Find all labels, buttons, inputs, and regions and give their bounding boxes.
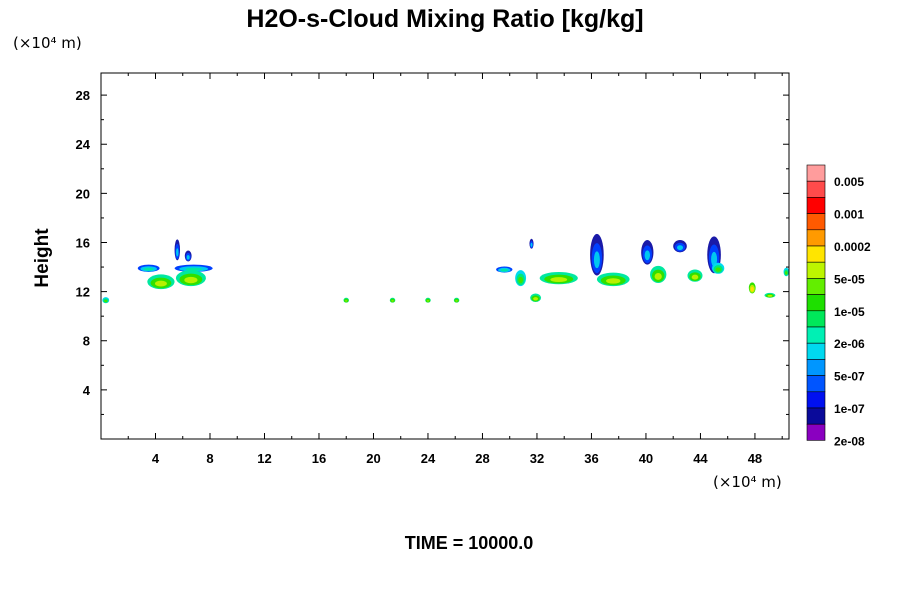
cloud-patch [712, 262, 725, 274]
colorbar-label: 1e-05 [834, 305, 865, 319]
y-tick-label: 24 [76, 137, 91, 152]
cloud-patch [539, 271, 578, 285]
cloud-patch [389, 297, 396, 303]
cloud-patch [515, 270, 527, 287]
cloud-patch [174, 264, 213, 272]
cloud-field [102, 233, 790, 304]
y-tick-label: 20 [76, 186, 90, 201]
colorbar-label: 5e-07 [834, 370, 865, 384]
colorbar-swatch [806, 326, 826, 344]
colorbar-swatch [806, 261, 826, 279]
y-tick-label: 28 [76, 88, 90, 103]
colorbar-label: 0.005 [834, 175, 864, 189]
cloud-patch [590, 233, 604, 276]
cloud-patch [147, 274, 175, 290]
cloud-patch [687, 269, 703, 282]
cloud-patch [496, 266, 513, 273]
cloud-patch [764, 292, 776, 298]
colorbar-swatch [806, 423, 826, 441]
chart-title: H2O-s-Cloud Mixing Ratio [kg/kg] [246, 5, 643, 33]
y-axis-label: Height [32, 228, 53, 288]
colorbar-swatch [806, 164, 826, 182]
colorbar-label: 0.0002 [834, 240, 871, 254]
colorbar-swatch [806, 294, 826, 312]
cloud-patch [596, 272, 630, 287]
x-tick-label: 8 [206, 451, 213, 466]
colorbar-swatch [806, 278, 826, 295]
cloud-patch [343, 297, 349, 303]
cloud-patch [673, 240, 687, 253]
cloud-patch [137, 264, 160, 272]
cloud-patch [425, 297, 431, 303]
time-label: TIME = 10000.0 [405, 533, 534, 553]
y-tick-label: 16 [76, 235, 90, 250]
cloud-patch [175, 270, 206, 287]
y-tick-label: 8 [83, 334, 90, 349]
y-tick-label: 12 [76, 285, 90, 300]
colorbar-swatch [806, 407, 826, 425]
x-tick-label: 36 [584, 451, 598, 466]
colorbar-label: 0.001 [834, 208, 864, 222]
cloud-patch [529, 238, 534, 249]
x-tick-label: 24 [421, 451, 436, 466]
cloud-patch [530, 293, 542, 303]
cloud-patch [641, 240, 654, 265]
colorbar-swatch [806, 197, 826, 214]
colorbar-label: 1e-07 [834, 402, 865, 416]
x-tick-label: 20 [366, 451, 380, 466]
cloud-patch [102, 297, 110, 304]
colorbar-swatch [806, 245, 826, 263]
colorbar-swatch [806, 180, 826, 198]
x-axis-unit: (×10⁴ m) [713, 473, 782, 491]
cloud-patch [184, 250, 192, 262]
cloud-patch [650, 265, 667, 284]
colorbar-swatch [806, 342, 826, 360]
colorbar-swatch [806, 359, 826, 376]
colorbar-swatch [806, 229, 826, 247]
x-tick-label: 4 [152, 451, 160, 466]
x-tick-label: 44 [693, 451, 708, 466]
x-tick-label: 48 [748, 451, 762, 466]
cloud-patch [174, 239, 181, 261]
x-tick-label: 40 [639, 451, 653, 466]
plot-frame [100, 72, 790, 440]
x-tick-label: 32 [530, 451, 544, 466]
colorbar-swatch [806, 213, 826, 231]
cloud-patch [453, 297, 460, 303]
colorbar-label: 2e-06 [834, 337, 865, 351]
colorbar-label: 2e-08 [834, 434, 865, 448]
colorbar-label: 5e-05 [834, 272, 865, 286]
colorbar-swatch [806, 391, 826, 409]
colorbar-swatch [806, 310, 826, 328]
cloud-patch [748, 282, 756, 294]
cloud-patch [783, 267, 790, 277]
x-tick-label: 16 [312, 451, 326, 466]
colorbar-swatch [806, 375, 826, 393]
colorbar: 0.005 0.001 0.0002 5e-05 1e-05 2e-06 5e-07 1e-0… [806, 164, 871, 448]
x-tick-label: 28 [475, 451, 489, 466]
y-axis-unit: (×10⁴ m) [13, 34, 82, 52]
y-tick-label: 4 [83, 383, 91, 398]
x-tick-label: 12 [257, 451, 271, 466]
